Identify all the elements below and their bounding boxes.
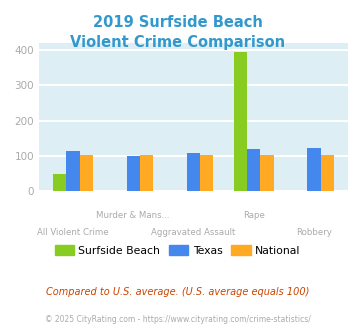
Bar [234, 52, 247, 191]
Text: 2019 Surfside Beach: 2019 Surfside Beach [93, 15, 262, 30]
Text: Compared to U.S. average. (U.S. average equals 100): Compared to U.S. average. (U.S. average … [46, 287, 309, 297]
Bar [200, 155, 213, 191]
Bar [127, 156, 140, 191]
Bar [307, 148, 321, 191]
Bar [260, 155, 274, 191]
Legend: Surfside Beach, Texas, National: Surfside Beach, Texas, National [50, 241, 305, 260]
Bar [140, 155, 153, 191]
Bar [80, 155, 93, 191]
Text: Violent Crime Comparison: Violent Crime Comparison [70, 35, 285, 50]
Text: Aggravated Assault: Aggravated Assault [151, 227, 236, 237]
Bar [247, 148, 260, 191]
Text: Murder & Mans...: Murder & Mans... [97, 211, 170, 220]
Text: Robbery: Robbery [296, 227, 332, 237]
Bar [321, 155, 334, 191]
Bar [187, 153, 200, 191]
Text: All Violent Crime: All Violent Crime [37, 227, 109, 237]
Text: Rape: Rape [243, 211, 265, 220]
Bar [66, 151, 80, 191]
Text: © 2025 CityRating.com - https://www.cityrating.com/crime-statistics/: © 2025 CityRating.com - https://www.city… [45, 315, 310, 324]
Bar [53, 174, 66, 191]
